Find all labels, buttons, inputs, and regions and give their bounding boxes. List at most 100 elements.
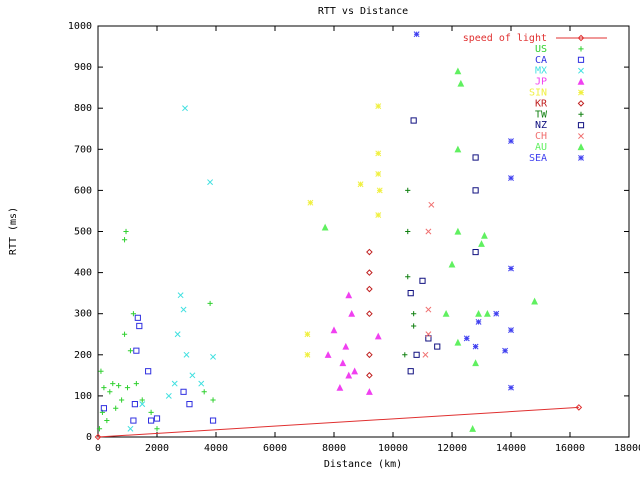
point-ch <box>425 306 432 313</box>
point-jp <box>342 342 350 350</box>
point-ca <box>153 415 161 422</box>
point-us <box>130 311 136 317</box>
point-mx <box>198 380 205 387</box>
point-nz <box>413 351 420 358</box>
legend-label-ca: CA <box>535 55 547 66</box>
point-au <box>454 338 462 346</box>
point-nz <box>434 343 441 350</box>
point-us <box>133 380 139 387</box>
legend-marker-nz <box>577 122 585 129</box>
point-nz <box>472 187 479 194</box>
point-kr <box>366 351 373 359</box>
point-au <box>448 260 456 268</box>
point-us <box>113 405 119 411</box>
point-nz <box>410 117 417 124</box>
x-tick-label: 14000 <box>496 443 526 454</box>
point-us <box>121 331 128 337</box>
x-axis-label: Distance (km) <box>324 459 402 470</box>
point-us <box>139 397 145 403</box>
point-sea <box>493 310 500 317</box>
point-sea <box>508 175 514 182</box>
point-us <box>98 368 104 374</box>
y-tick-label: 400 <box>74 268 92 279</box>
legend-label-nz: NZ <box>535 120 547 131</box>
point-jp <box>365 388 373 395</box>
point-us <box>148 409 154 415</box>
point-jp <box>324 351 332 358</box>
x-tick-label: 16000 <box>555 443 585 454</box>
point-sea <box>475 318 482 325</box>
point-us <box>210 397 216 403</box>
legend-marker-tw <box>578 111 584 117</box>
y-tick-label: 1000 <box>68 21 92 32</box>
point-mx <box>177 292 184 299</box>
point-speed-of-light <box>94 433 102 441</box>
point-au <box>321 223 329 231</box>
y-tick-label: 600 <box>74 185 92 196</box>
point-mx <box>174 331 181 338</box>
point-jp <box>330 326 338 334</box>
point-jp <box>336 383 344 391</box>
point-nz <box>407 368 414 375</box>
point-sea <box>508 265 514 272</box>
legend-label-tw: TW <box>535 109 548 120</box>
legend-marker-ch <box>578 133 584 140</box>
x-tick-label: 12000 <box>437 443 467 454</box>
point-sin <box>304 351 311 358</box>
point-ch <box>422 351 429 358</box>
legend-marker-us <box>578 46 584 52</box>
point-sea <box>508 138 514 145</box>
point-sin <box>375 103 382 110</box>
point-ca <box>134 314 141 321</box>
legend-marker-ca <box>577 56 585 63</box>
legend-label-mx: MX <box>535 66 547 77</box>
point-jp <box>339 359 347 367</box>
point-mx <box>180 306 187 313</box>
point-au <box>457 79 465 87</box>
point-us <box>96 426 103 432</box>
point-mx <box>165 392 172 399</box>
plot-area-frame <box>97 25 630 438</box>
y-tick-label: 500 <box>74 227 92 238</box>
point-speed-of-light <box>575 404 583 411</box>
legend-marker-au <box>577 143 585 151</box>
y-tick-label: 100 <box>74 391 92 402</box>
point-au <box>442 309 450 317</box>
point-sea <box>413 31 420 38</box>
point-ca <box>209 417 217 424</box>
point-tw <box>402 352 408 358</box>
point-tw <box>411 311 417 317</box>
point-au <box>454 227 462 235</box>
legend-label-jp: JP <box>535 77 547 88</box>
legend-label-au: AU <box>535 142 547 153</box>
point-ca <box>148 417 155 424</box>
point-us <box>116 383 122 389</box>
point-ca <box>145 368 152 375</box>
y-tick-label: 800 <box>74 103 92 114</box>
point-kr <box>366 285 373 293</box>
legend-marker-speed-of-light <box>577 34 585 42</box>
point-au <box>454 67 462 75</box>
point-mx <box>189 372 196 379</box>
legend-marker-sea <box>578 154 584 161</box>
point-sea <box>508 327 514 334</box>
x-tick-label: 8000 <box>322 443 346 454</box>
point-mx <box>210 353 217 360</box>
point-tw <box>405 274 411 280</box>
point-sin <box>307 199 314 206</box>
point-ch <box>428 201 435 208</box>
point-ch <box>425 331 432 338</box>
point-sin <box>304 331 311 338</box>
x-tick-label: 4000 <box>204 443 228 454</box>
point-kr <box>366 248 373 256</box>
x-tick-label: 6000 <box>263 443 287 454</box>
point-ca <box>130 417 137 424</box>
point-us <box>119 397 125 403</box>
point-ca <box>136 322 143 330</box>
point-us <box>104 417 110 424</box>
point-ca <box>131 401 138 408</box>
